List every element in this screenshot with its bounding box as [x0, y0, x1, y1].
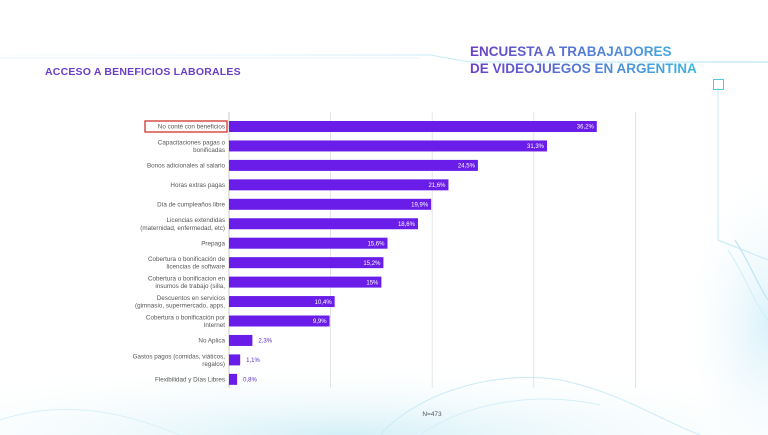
category-label: Descuentos en servicios (gimnasio, superm…	[135, 295, 225, 310]
category-label-line: Internet	[204, 322, 226, 329]
bar	[229, 140, 548, 152]
category-label-line: Capacitaciones pagas o	[158, 139, 226, 146]
category-label-line: insumos de trabajo (silla,	[155, 283, 225, 290]
category-label: Gastos pagos (comidas, viáticos, regalos)	[133, 353, 226, 368]
category-label: Licencias extendidas (maternidad, enferme…	[140, 217, 225, 232]
value-label: 18,6%	[398, 222, 416, 228]
category-label: Cobertura o bonificacion en insumos de tr…	[148, 276, 226, 291]
bar	[229, 334, 253, 346]
category-label-line: (maternidad, enfermedad, etc)	[140, 225, 225, 232]
value-label: 31,3%	[527, 144, 545, 150]
sample-size-note: N=473	[422, 411, 442, 418]
slide-title: ENCUESTA A TRABAJADORES DE VIDEOJUEGOS E…	[470, 43, 697, 77]
category-label-line: regalos)	[202, 361, 225, 368]
category-label-line: Cobertura o bonificación de	[148, 256, 226, 263]
value-label: 1,1%	[246, 358, 260, 364]
title-line-1: ENCUESTA A TRABAJADORES	[470, 44, 672, 59]
category-label-line: (gimnasio, supermercado, apps,	[135, 303, 225, 310]
category-label-line: Gastos pagos (comidas, viáticos,	[133, 353, 226, 360]
bar	[229, 218, 418, 230]
category-label: Prepaga	[201, 240, 225, 247]
corner-square-icon	[713, 79, 724, 90]
title-line-2: DE VIDEOJUEGOS EN ARGENTINA	[470, 61, 697, 76]
chart-subtitle: ACCESO A BENEFICIOS LABORALES	[45, 66, 241, 78]
highlight-box	[144, 120, 228, 133]
bar	[229, 354, 241, 366]
category-label: Capacitaciones pagas o bonificadas	[158, 139, 226, 154]
category-label-line: No Aplica	[198, 338, 225, 345]
category-label-line: Flexibilidad y Días Libres	[155, 377, 225, 384]
bar	[229, 198, 432, 210]
bar	[229, 315, 330, 327]
bar	[229, 159, 478, 171]
category-label: Día de cumpleaños libre	[157, 202, 225, 209]
category-label: No Aplica	[198, 338, 225, 345]
category-label: Horas extras pagas	[170, 182, 225, 189]
category-label: Bonos adicionales al salario	[147, 163, 226, 170]
value-label: 10,4%	[315, 300, 333, 306]
category-label: Flexibilidad y Días Libres	[155, 377, 225, 384]
bar	[229, 237, 388, 249]
value-label: 19,9%	[411, 203, 429, 209]
bar	[229, 179, 449, 191]
category-label-line: Cobertura o bonificacion en	[148, 276, 226, 283]
value-label: 15%	[366, 280, 379, 286]
bar	[229, 257, 384, 269]
value-label: 15,6%	[367, 241, 385, 247]
category-label-line: licencias de software	[167, 264, 226, 271]
value-label: 15,2%	[363, 261, 381, 267]
category-label-line: No conté con beneficios	[158, 124, 225, 131]
value-label: 2,3%	[258, 339, 272, 345]
bar	[229, 121, 597, 132]
bar	[229, 296, 335, 308]
bar	[229, 373, 238, 385]
value-label: 24,5%	[458, 164, 476, 170]
category-label-line: Prepaga	[201, 240, 225, 247]
value-label: 21,6%	[428, 183, 446, 189]
category-label-line: Licencias extendidas	[167, 217, 225, 224]
value-label: 9,9%	[313, 319, 327, 325]
bar	[229, 276, 382, 288]
category-label-line: Cobertura o bonificación por	[146, 314, 225, 321]
category-label: Cobertura o bonificación de licencias de …	[148, 256, 226, 271]
category-label: Cobertura o bonificación por Internet	[146, 314, 225, 329]
category-label-line: Descuentos en servicios	[157, 295, 225, 302]
category-label-line: bonificadas	[193, 147, 225, 154]
category-label-line: Día de cumpleaños libre	[157, 202, 225, 209]
value-label: 0,8%	[243, 378, 257, 384]
category-label: No conté con beneficios	[158, 124, 225, 131]
category-label-line: Horas extras pagas	[170, 182, 225, 189]
category-label-line: Bonos adicionales al salario	[147, 163, 226, 170]
value-label: 36,2%	[577, 125, 595, 131]
